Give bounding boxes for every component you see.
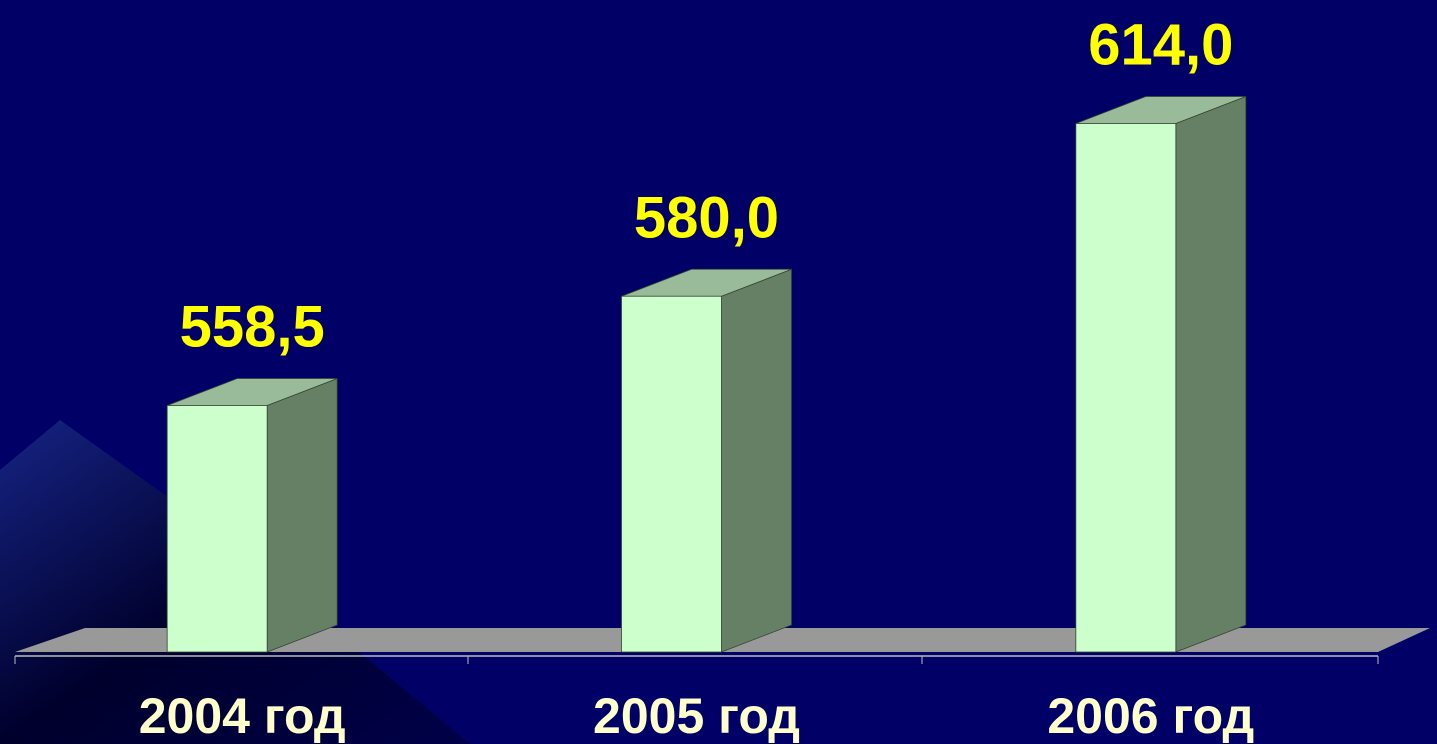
bar-side <box>266 377 338 653</box>
x-tick-label: 2005 год <box>593 688 800 744</box>
bar-front <box>166 405 268 653</box>
bar-front <box>1075 123 1177 653</box>
bar <box>1075 95 1247 653</box>
bar-front <box>621 295 722 653</box>
x-tick-label: 2006 год <box>1047 688 1254 744</box>
value-label: 614,0 <box>1088 12 1233 77</box>
bar-side <box>1175 95 1247 653</box>
bar <box>166 377 338 653</box>
bar-side <box>721 268 792 653</box>
x-axis-ticks <box>14 656 1379 664</box>
bar <box>621 268 792 653</box>
value-label: 558,5 <box>180 295 325 360</box>
value-label: 580,0 <box>634 185 779 250</box>
x-tick-label: 2004 год <box>139 688 346 744</box>
